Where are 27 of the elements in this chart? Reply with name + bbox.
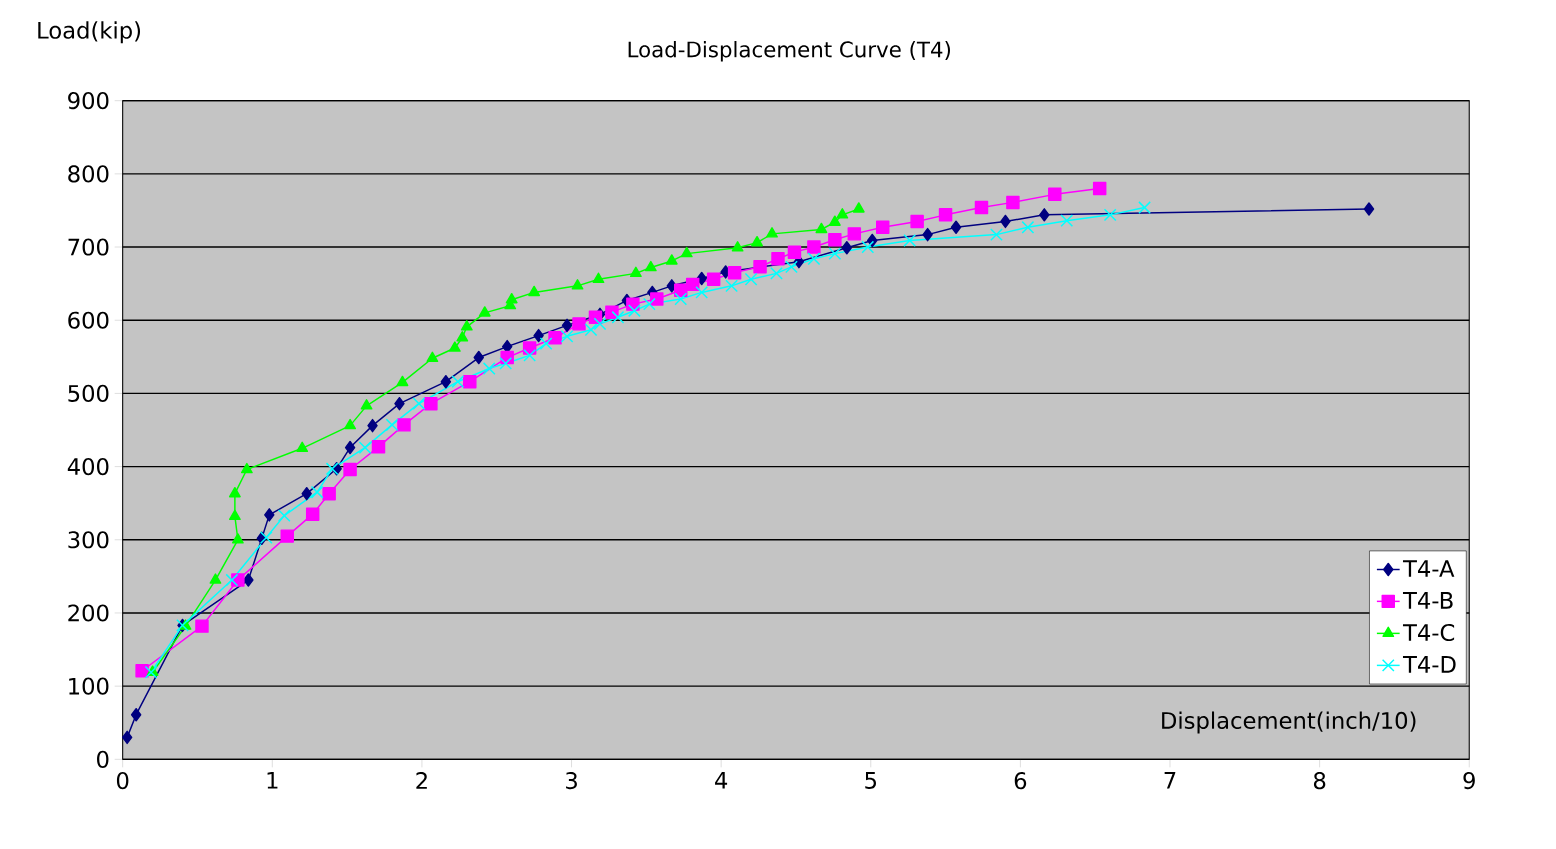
y-tick-label: 800 [68,165,109,183]
y-tick-label: 700 [68,238,109,256]
y-tick-label: 500 [68,384,109,402]
x-tick-label: 1 [267,771,278,789]
x-tick-label: 8 [1313,771,1326,790]
y-tick-label: 0 [97,750,109,768]
x-tick-label: 3 [566,771,577,790]
y-tick-label: 100 [69,677,109,695]
x-tick-label: 2 [416,771,427,789]
x-tick-label: 7 [1164,771,1176,789]
x-tick-label: 9 [1463,771,1475,790]
chart-title: Load-Displacement Curve (T4) [628,40,951,62]
y-tick-label: 900 [68,91,109,110]
legend-label: T4-A [1402,560,1455,577]
x-tick-label: 4 [715,771,728,789]
y-tick-label: 300 [68,531,109,549]
x-tick-label: 5 [865,771,876,789]
y-tick-label: 400 [67,457,109,475]
x-tick-label: 0 [116,771,129,790]
y-tick-label: 600 [68,311,109,329]
y-axis-title: Load(kip) [38,21,141,44]
y-tick-label: 200 [68,604,109,622]
legend-label: T4-C [1402,623,1455,641]
legend-label: T4-B [1402,591,1453,609]
legend-label: T4-D [1402,655,1456,673]
x-tick-label: 6 [1014,771,1027,790]
x-axis-title: Displacement(inch/10) [1162,711,1416,734]
